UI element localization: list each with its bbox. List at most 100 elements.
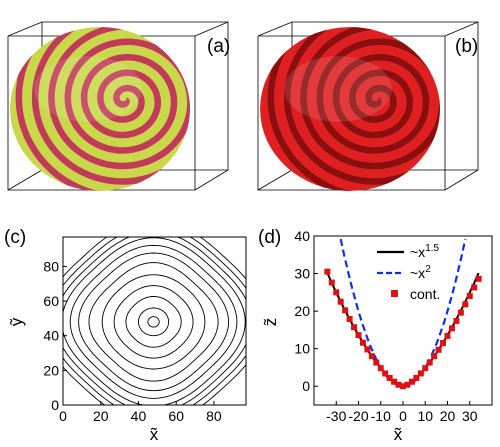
x-tick-label: -10 <box>371 408 391 424</box>
legend-marker <box>391 290 398 297</box>
data-point <box>373 359 380 366</box>
panel-c-contours <box>63 237 246 405</box>
panel-d-ticks: -30 -20 -10 0 10 20 30 0 10 20 30 40 <box>294 228 477 424</box>
panel-d-ylabel: z̃ <box>261 318 280 327</box>
panel-a: (a) <box>7 21 230 191</box>
y-tick-label: 20 <box>43 362 59 378</box>
panel-c-label: (c) <box>4 227 26 248</box>
data-point <box>413 374 420 381</box>
contour-line <box>138 307 170 337</box>
legend-label: ~x2 <box>410 264 431 281</box>
data-point <box>377 365 384 372</box>
series-line <box>326 272 480 388</box>
panel-a-label: (a) <box>207 36 230 57</box>
contour-line <box>78 252 229 392</box>
legend-label: cont. <box>410 286 440 302</box>
series-line <box>339 238 467 388</box>
contour-line <box>101 274 206 370</box>
data-point <box>324 268 331 275</box>
data-point <box>431 353 438 360</box>
y-tick-label: 0 <box>302 378 310 394</box>
x-tick-label: 20 <box>93 408 109 424</box>
data-point <box>368 353 375 360</box>
panel-d-plot <box>324 238 482 390</box>
legend-exponent: 1.5 <box>425 243 439 254</box>
panel-b-surface-highlight <box>284 56 392 122</box>
x-tick-label: -30 <box>326 408 346 424</box>
y-tick-label: 40 <box>43 328 59 344</box>
panel-b: (b) <box>257 21 479 191</box>
y-tick-label: 60 <box>43 293 59 309</box>
data-point <box>417 370 424 377</box>
y-tick-label: 0 <box>51 397 59 413</box>
y-tick-label: 80 <box>43 258 59 274</box>
y-tick-label: 10 <box>294 341 310 357</box>
legend-label: ~x1.5 <box>410 243 440 260</box>
data-point <box>426 359 433 366</box>
contour-line <box>88 262 219 382</box>
x-tick-label: 10 <box>417 408 433 424</box>
panel-d-legend: ~x1.5 ~x2 cont. <box>377 243 440 302</box>
data-point <box>457 309 464 316</box>
x-tick-label: 60 <box>168 408 184 424</box>
data-point <box>448 325 455 332</box>
contour-line <box>63 237 246 405</box>
data-point <box>386 374 393 381</box>
panel-d: (d) -30 -20 -10 0 10 20 30 0 10 20 30 40 x̃ z̃ ~x1.… <box>258 227 493 444</box>
x-tick-label: 30 <box>462 408 478 424</box>
data-point <box>364 346 371 353</box>
data-point <box>328 279 335 286</box>
contour-line <box>69 244 238 399</box>
contour-line <box>147 316 160 328</box>
contour-line <box>63 237 246 405</box>
panel-b-label: (b) <box>455 36 478 57</box>
panel-c-xlabel: x̃ <box>150 425 159 444</box>
data-point <box>435 346 442 353</box>
data-point <box>462 301 469 308</box>
panel-c-ylabel: ỹ <box>7 317 26 326</box>
contour-line <box>63 237 246 405</box>
contour-line <box>125 296 182 348</box>
y-tick-label: 30 <box>294 266 310 282</box>
y-tick-label: 40 <box>294 228 310 244</box>
x-tick-label: 0 <box>59 408 67 424</box>
panel-c-frame <box>62 236 247 406</box>
x-tick-label: -20 <box>348 408 368 424</box>
data-point <box>382 370 389 377</box>
x-tick-label: 0 <box>399 408 407 424</box>
data-point <box>395 381 402 388</box>
data-point <box>351 324 358 331</box>
data-point <box>346 315 353 322</box>
data-point <box>404 381 411 388</box>
data-point <box>453 317 460 324</box>
data-point <box>466 293 473 300</box>
data-point <box>359 339 366 346</box>
data-point <box>400 383 406 390</box>
panel-a-spiral-surface <box>10 27 190 191</box>
contour-line <box>63 237 246 405</box>
panel-d-xlabel: x̃ <box>394 425 403 444</box>
contour-line <box>113 285 194 359</box>
data-point <box>471 284 478 291</box>
data-point <box>355 332 362 339</box>
data-point <box>342 307 349 314</box>
panel-d-frame <box>313 235 493 406</box>
data-point <box>475 275 482 282</box>
panel-c-ticks: 0 20 40 60 80 0 20 40 60 80 <box>43 258 222 424</box>
data-point <box>408 378 415 385</box>
x-tick-label: 80 <box>206 408 222 424</box>
data-point <box>391 378 398 385</box>
y-tick-label: 20 <box>294 303 310 319</box>
data-point <box>337 298 344 305</box>
data-point <box>333 289 340 296</box>
x-tick-label: 20 <box>440 408 456 424</box>
legend-exponent: 2 <box>425 264 431 275</box>
data-point <box>444 332 451 339</box>
panel-c: (c) 0 20 40 60 80 0 20 40 60 80 x̃ ỹ <box>4 227 247 444</box>
data-point <box>422 365 429 372</box>
panel-a-surface-highlight <box>34 56 142 122</box>
x-tick-label: 40 <box>131 408 147 424</box>
panel-d-label: (d) <box>258 227 281 248</box>
data-point <box>440 340 447 347</box>
